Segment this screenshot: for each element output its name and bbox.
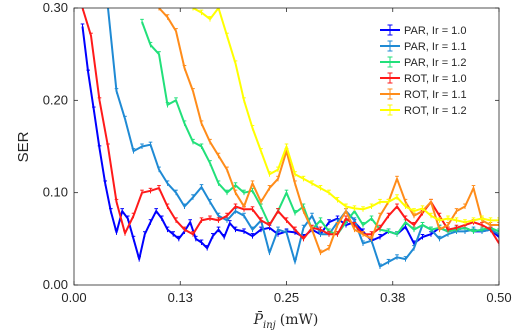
x-axis-label-subscript: inj [263,320,276,331]
y-axis-label: SER [15,131,32,162]
legend-box [373,15,493,121]
x-tick-label: 0.13 [168,290,193,305]
legend-label: PAR, Ir = 1.0 [404,25,466,37]
ticks-layer: 0.00 0.13 0.25 0.38 0.50 0.00 0.10 0.20 0.30 [43,0,512,305]
series-6 [192,8,499,225]
y-tick-label: 0.10 [43,185,68,200]
y-tick-label: 0.20 [43,92,68,107]
legend-label: ROT, Ir = 1.0 [404,73,467,85]
series-layer [80,8,499,270]
legend-label: PAR, Ir = 1.2 [404,57,466,69]
y-tick-label: 0.00 [43,277,68,292]
x-tick-label: 0.38 [380,290,405,305]
legend: PAR, Ir = 1.0 PAR, Ir = 1.1 PAR, Ir = 1.2 R… [373,15,493,121]
legend-label: ROT, Ir = 1.1 [404,89,467,101]
x-tick-label: 0.25 [274,290,299,305]
x-axis-label: P̄inj (mW) [253,310,319,331]
y-tick-label: 0.30 [43,0,68,15]
legend-label: PAR, Ir = 1.1 [404,41,466,53]
x-tick-label: 0.50 [486,290,511,305]
x-axis-label-unit: (mW) [280,312,319,328]
legend-label: ROT, Ir = 1.2 [404,105,467,117]
x-axis-label-main: P̄ [253,310,264,328]
x-tick-label: 0.00 [61,290,86,305]
